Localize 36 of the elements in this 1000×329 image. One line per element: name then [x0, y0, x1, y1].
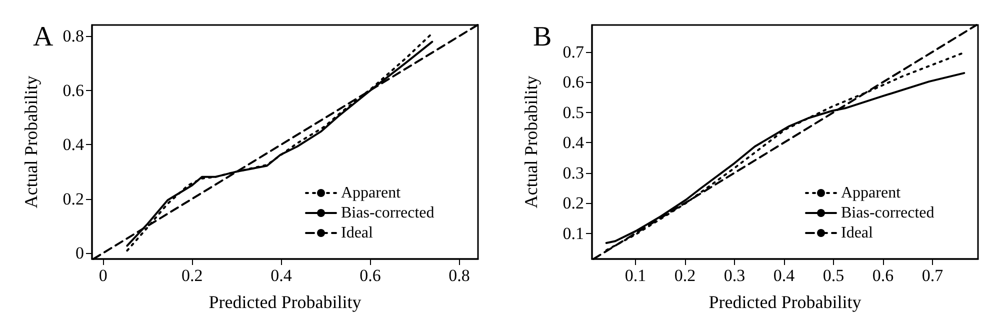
y-tick-label: 0.7: [562, 42, 584, 62]
y-tick-label: 0.5: [562, 102, 584, 122]
y-tick-label: 0.2: [562, 194, 584, 213]
x-tick-label: 0: [98, 266, 108, 285]
chart-title: B: [533, 22, 552, 52]
y-axis-title: Actual Probability: [521, 76, 541, 208]
x-tick-label: 0.6: [360, 266, 381, 285]
x-tick-label: 0.3: [724, 266, 746, 285]
x-tick-label: 0.6: [872, 266, 894, 285]
y-tick-label: 0.4: [62, 135, 84, 154]
x-tick-label: 0.4: [270, 266, 292, 285]
y-axis-title: Actual Probability: [21, 76, 41, 208]
x-tick-label: 0.2: [182, 266, 203, 285]
y-tick-label: 0.2: [62, 189, 84, 208]
x-tick-label: 0.8: [448, 266, 470, 285]
legend-label: Bias-corrected: [841, 204, 934, 222]
x-axis-title: Predicted Probability: [708, 292, 862, 312]
y-tick-label: 0: [76, 244, 84, 263]
x-tick-label: 0.2: [674, 266, 696, 285]
x-tick-label: 0.4: [773, 266, 796, 285]
x-tick-label: 0.1: [624, 266, 646, 285]
legend-label: Ideal: [341, 224, 374, 242]
y-tick-label: 0.1: [562, 224, 584, 243]
y-tick-label: 0.6: [62, 80, 84, 100]
chart-title: A: [33, 22, 54, 52]
y-tick-label: 0.6: [562, 72, 584, 92]
x-tick-label: 0.7: [922, 266, 944, 285]
x-tick-label: 0.5: [822, 266, 844, 285]
legend-label: Bias-corrected: [341, 204, 434, 222]
y-tick-label: 0.8: [62, 26, 84, 46]
legend-label: Ideal: [841, 224, 874, 242]
x-axis-title: Predicted Probability: [208, 292, 362, 312]
legend-label: Apparent: [841, 184, 902, 202]
y-tick-label: 0.3: [562, 163, 584, 182]
legend-label: Apparent: [341, 184, 402, 202]
y-tick-label: 0.4: [562, 133, 584, 152]
